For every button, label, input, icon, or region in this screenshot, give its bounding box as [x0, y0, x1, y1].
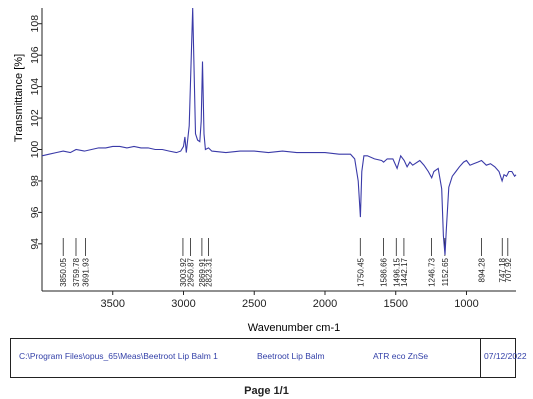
y-tick-label: 108: [29, 15, 41, 33]
x-tick-label: 1000: [454, 298, 478, 310]
y-tick-label: 102: [29, 109, 41, 127]
y-tick-label: 96: [29, 206, 41, 218]
peak-label: 2950.87: [186, 257, 195, 286]
y-tick-label: 100: [29, 141, 41, 159]
peak-label: 3850.05: [59, 257, 68, 286]
peak-label: 1586.66: [379, 257, 388, 286]
y-tick-label: 98: [29, 175, 41, 187]
peak-label: 707.92: [504, 257, 513, 282]
measurement-date: 07/12/2022: [484, 351, 527, 361]
info-divider: [480, 339, 481, 377]
peak-label: 1246.73: [428, 257, 437, 286]
x-tick-label: 2000: [313, 298, 337, 310]
y-axis-ticks: 94 96 98 100 102 104 106 108: [29, 15, 42, 250]
peak-label: 1152.65: [441, 257, 450, 286]
x-tick-label: 3000: [171, 298, 195, 310]
x-tick-label: 1500: [383, 298, 407, 310]
file-path: C:\Program Files\opus_65\Meas\Beetroot L…: [19, 351, 218, 361]
y-axis-label: Transmittance [%]: [13, 54, 25, 142]
ir-spectrum-chart: 94 96 98 100 102 104 106 108 3500 3000 2500 2000 15…: [13, 7, 517, 334]
y-tick-label: 104: [29, 78, 41, 96]
x-axis-ticks: 3500 3000 2500 2000 1500 1000: [101, 291, 479, 310]
peak-label: 747.18: [498, 257, 507, 282]
peak-label: 3691.93: [82, 257, 91, 286]
peak-label: 3759.78: [72, 257, 81, 286]
peak-label: 1496.15: [392, 257, 401, 286]
y-tick-label: 94: [29, 238, 41, 250]
peak-label: 2869.91: [198, 257, 207, 286]
accessory: ATR eco ZnSe: [373, 351, 429, 361]
y-tick-label: 106: [29, 46, 41, 64]
peak-label: 1750.45: [356, 257, 365, 286]
x-tick-label: 3500: [101, 298, 125, 310]
page-number: Page 1/1: [244, 385, 289, 397]
peak-label: 3003.92: [179, 257, 188, 286]
sample-name: Beetroot Lip Balm: [257, 351, 325, 361]
measurement-info-box: C:\Program Files\opus_65\Meas\Beetroot L…: [10, 338, 527, 378]
x-axis-label: Wavenumber cm-1: [248, 322, 341, 334]
peak-label: 894.28: [477, 257, 486, 282]
peak-label: 2823.31: [204, 257, 213, 286]
peak-label: 1442.17: [400, 257, 409, 286]
x-tick-label: 2500: [242, 298, 266, 310]
spectrum-line: [41, 7, 517, 255]
